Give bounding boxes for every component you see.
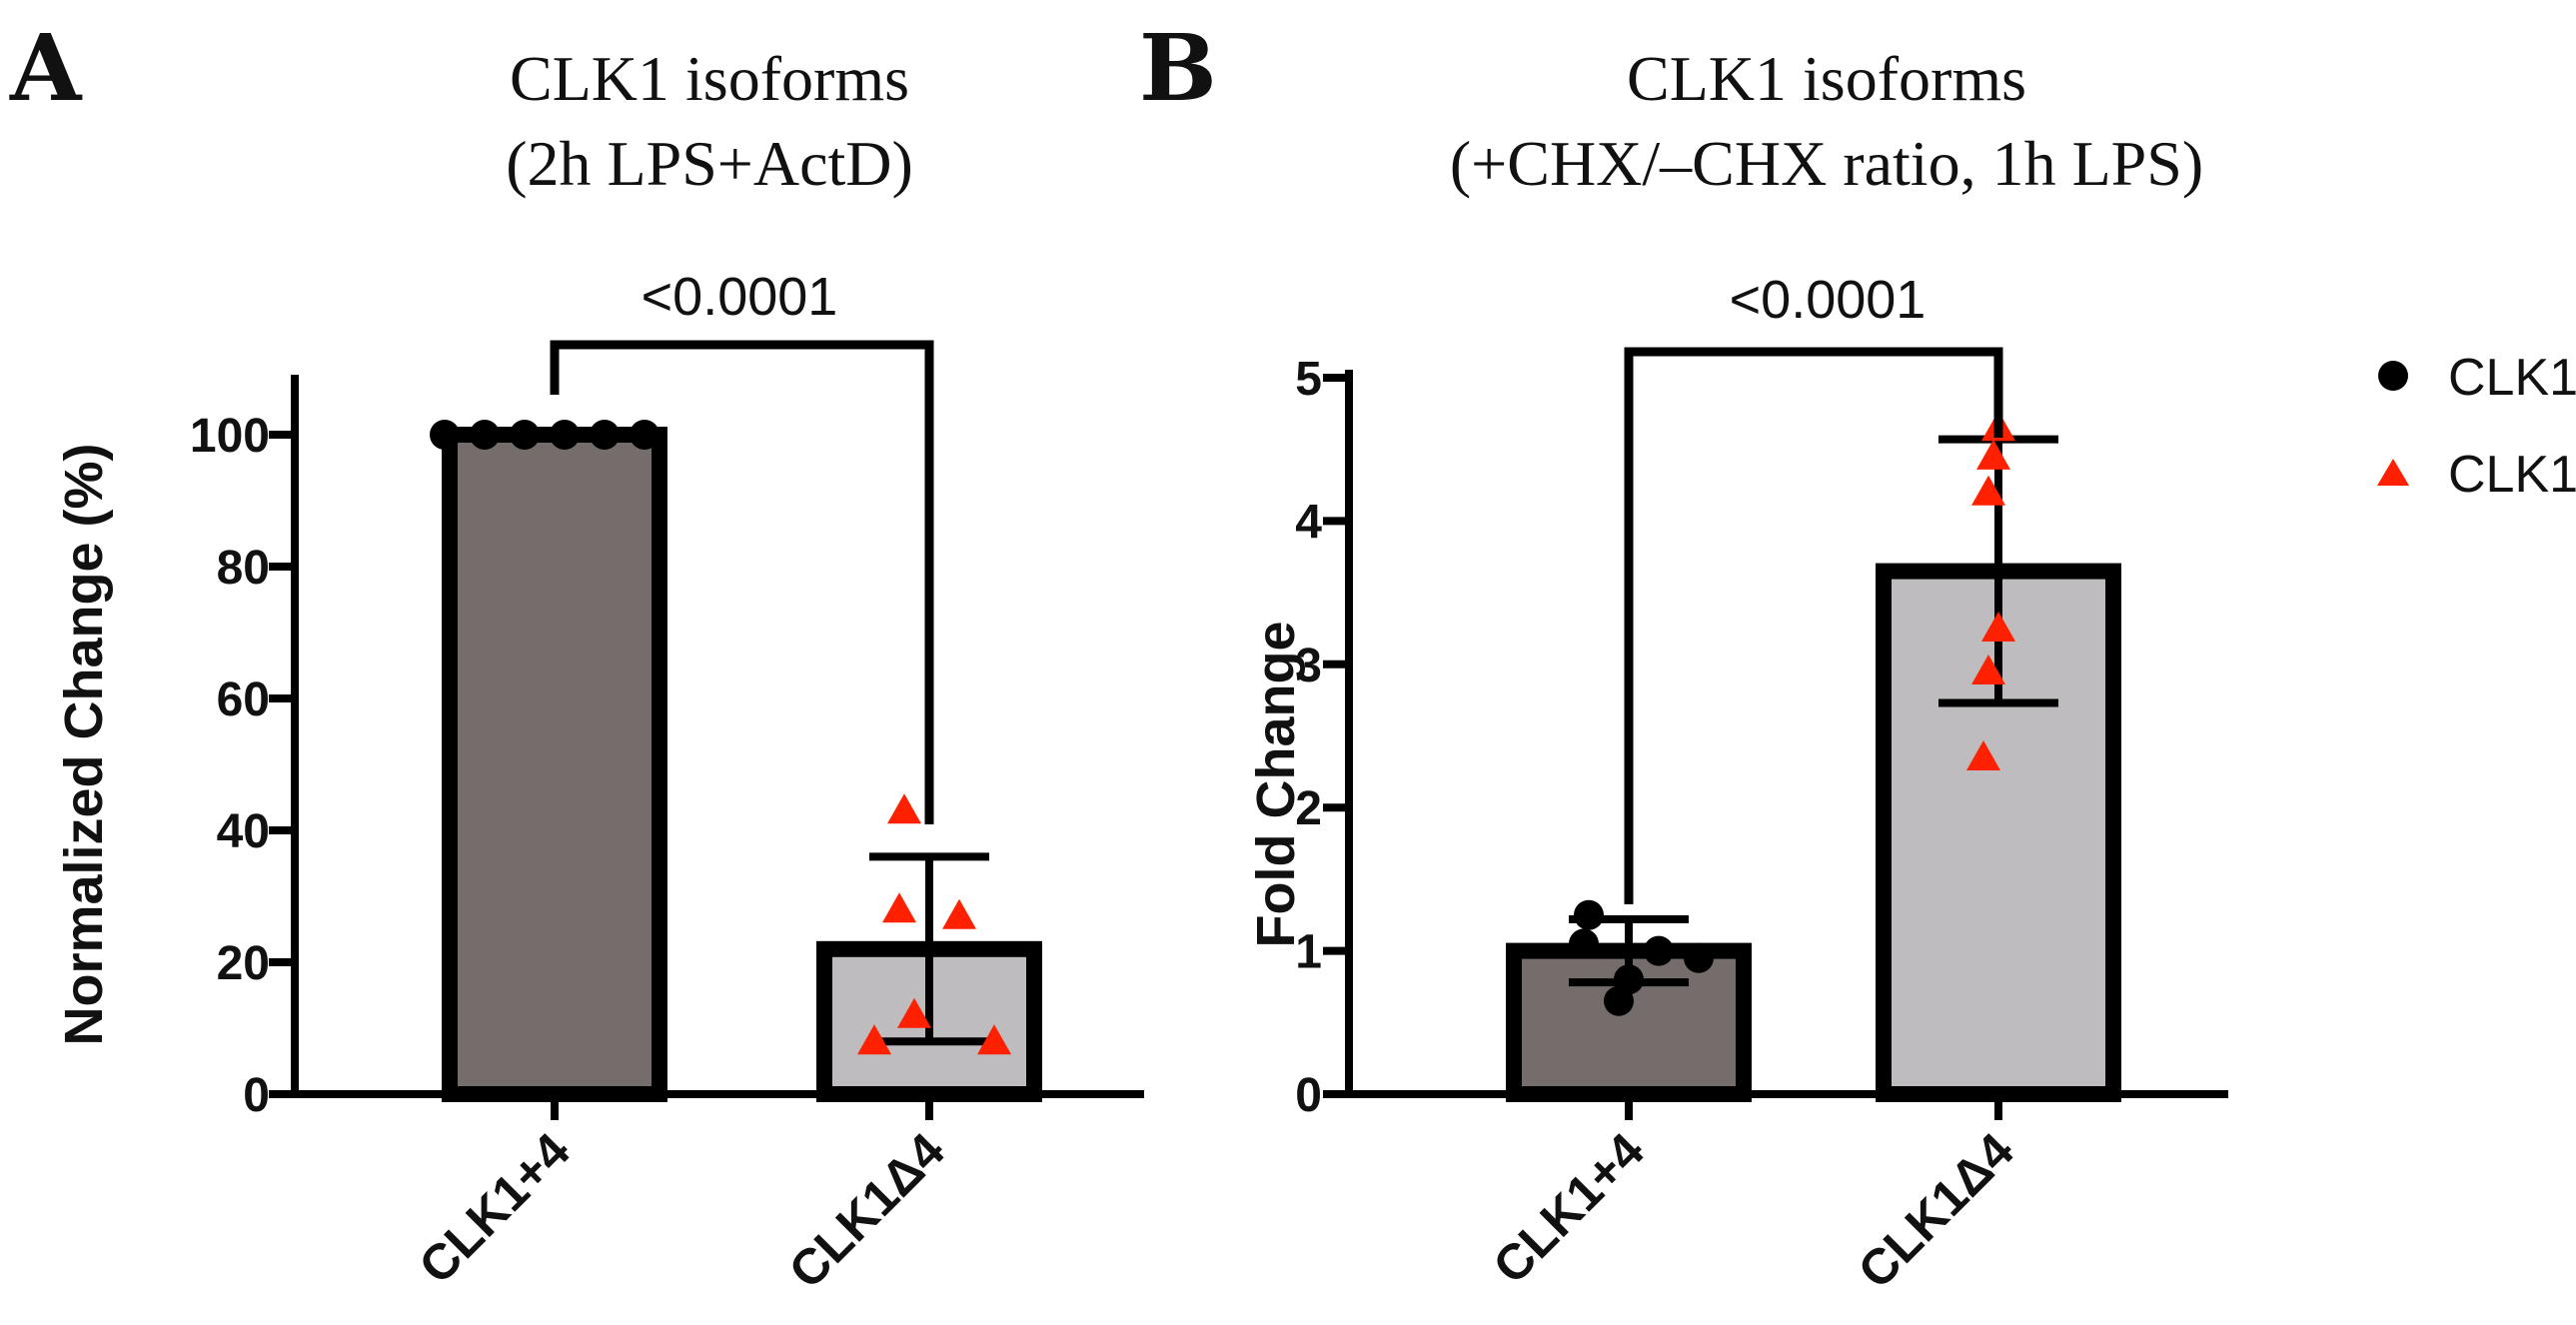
chart-a-ytick-label-80: 80 bbox=[217, 542, 270, 595]
chart-a-point-clk1-delta4-3 bbox=[897, 997, 931, 1028]
legend-label-clk1-plus4: CLK1+4 bbox=[2448, 349, 2576, 407]
chart-a-plot: 0 20 40 60 80 100 CLK1+4 CLK1Δ4 bbox=[190, 340, 1144, 1299]
chart-a-ytick-label-60: 60 bbox=[217, 673, 270, 726]
chart-b-ytick-label-4: 4 bbox=[1295, 496, 1322, 549]
legend-marker-clk1-plus4 bbox=[2378, 361, 2408, 391]
chart-a-ytick-label-0: 0 bbox=[243, 1069, 270, 1122]
chart-b-point-clk1-delta4-4 bbox=[1971, 654, 2005, 684]
chart-a-point-clk1-plus4-4 bbox=[590, 420, 620, 450]
chart-a-point-clk1-plus4-0 bbox=[430, 420, 460, 450]
chart-a-point-clk1-delta4-2 bbox=[942, 898, 976, 929]
chart-b-category-label-1: CLK1Δ4 bbox=[1848, 1122, 2024, 1299]
chart-a-category-label-0: CLK1+4 bbox=[409, 1122, 581, 1294]
chart-a-ylabel: Normalized Change (%) bbox=[54, 443, 114, 1045]
chart-b-point-clk1-plus4-5 bbox=[1604, 985, 1634, 1016]
chart-b-point-clk1-plus4-0 bbox=[1574, 899, 1604, 930]
panel-letter-b: B bbox=[1139, 14, 1217, 122]
chart-b-ytick-label-0: 0 bbox=[1295, 1069, 1322, 1122]
chart-b-category-label-0: CLK1+4 bbox=[1483, 1122, 1655, 1294]
chart-b-point-clk1-delta4-3 bbox=[1981, 611, 2015, 642]
legend: CLK1+4 CLK1Δ4 bbox=[2377, 349, 2576, 504]
chart-b-ylabel: Fold Change bbox=[1246, 622, 1306, 948]
chart-a-significance-bracket bbox=[550, 340, 934, 824]
chart-b-point-clk1-plus4-3 bbox=[1684, 942, 1714, 973]
chart-a-ytick-label-40: 40 bbox=[217, 805, 270, 858]
panel-a: A CLK1 isoforms (2h LPS+ActD) Normalized… bbox=[9, 14, 1144, 1299]
chart-a-ytick-label-100: 100 bbox=[190, 410, 270, 463]
chart-a-significance: <0.0001 bbox=[642, 267, 838, 327]
chart-a-point-clk1-delta4-5 bbox=[977, 1024, 1011, 1055]
chart-a-bar-0 bbox=[442, 427, 667, 1102]
chart-a-point-clk1-delta4-0 bbox=[887, 793, 921, 824]
chart-a-ytick-label-20: 20 bbox=[217, 937, 270, 990]
legend-label-clk1-delta4: CLK1Δ4 bbox=[2448, 446, 2576, 504]
chart-a-point-clk1-delta4-4 bbox=[857, 1024, 891, 1055]
panel-b: B CLK1 isoforms (+CHX/–CHX ratio, 1h LPS… bbox=[1139, 14, 2228, 1299]
chart-b-ytick-label-1: 1 bbox=[1295, 926, 1322, 979]
legend-marker-clk1-delta4 bbox=[2377, 459, 2409, 486]
chart-b-plot: 0 1 2 3 4 5 CLK1+4 CLK1Δ4 bbox=[1295, 347, 2228, 1299]
chart-a-title-line2: (2h LPS+ActD) bbox=[506, 128, 913, 199]
panel-letter-a: A bbox=[9, 14, 83, 122]
chart-b-title-line2: (+CHX/–CHX ratio, 1h LPS) bbox=[1450, 128, 2203, 199]
chart-a-title-line1: CLK1 isoforms bbox=[510, 43, 909, 114]
chart-b-point-clk1-delta4-5 bbox=[1966, 740, 2000, 771]
chart-a-point-clk1-plus4-3 bbox=[550, 420, 580, 450]
chart-a-point-clk1-plus4-2 bbox=[510, 420, 540, 450]
chart-b-title-line1: CLK1 isoforms bbox=[1627, 43, 2026, 114]
chart-a-point-clk1-delta4-1 bbox=[882, 892, 916, 923]
chart-a-point-clk1-plus4-5 bbox=[630, 420, 659, 450]
chart-b-ytick-label-5: 5 bbox=[1295, 353, 1322, 406]
chart-b-point-clk1-delta4-1 bbox=[1976, 439, 2010, 470]
chart-b-ytick-label-2: 2 bbox=[1295, 782, 1322, 835]
chart-b-point-clk1-delta4-2 bbox=[1971, 475, 2005, 506]
chart-b-point-clk1-plus4-2 bbox=[1644, 935, 1674, 966]
chart-a-point-clk1-plus4-1 bbox=[470, 420, 500, 450]
chart-b-point-clk1-plus4-1 bbox=[1569, 928, 1599, 959]
chart-b-significance-bracket bbox=[1624, 347, 2003, 904]
chart-b-ytick-label-3: 3 bbox=[1295, 640, 1322, 692]
chart-b-significance: <0.0001 bbox=[1730, 270, 1927, 330]
chart-a-category-label-1: CLK1Δ4 bbox=[778, 1122, 955, 1299]
